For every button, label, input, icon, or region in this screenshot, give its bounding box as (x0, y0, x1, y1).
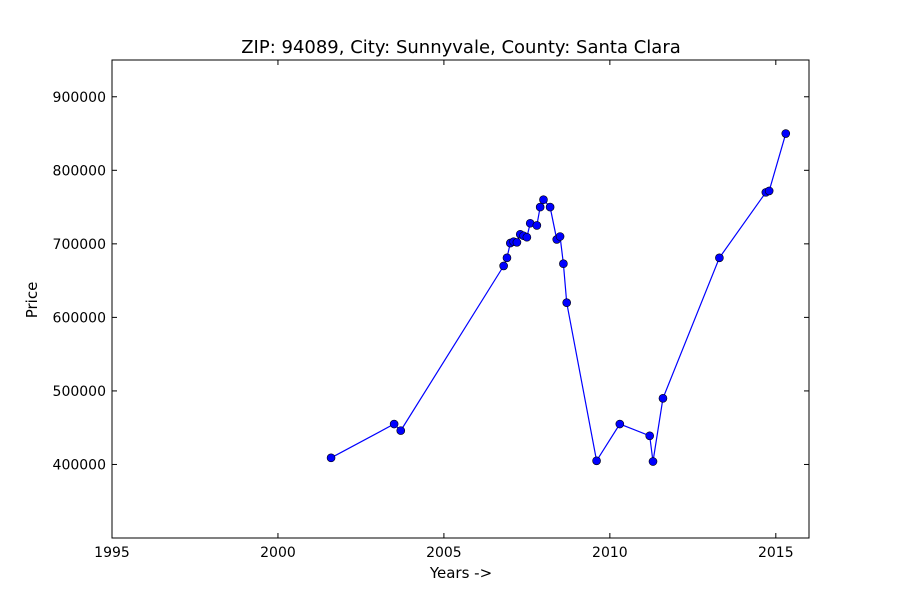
series-line (330, 133, 787, 463)
data-point (545, 202, 555, 212)
x-axis-label: Years -> (429, 564, 492, 582)
y-tick-label: 700000 (53, 237, 106, 253)
data-point (615, 419, 625, 429)
data-point (396, 426, 406, 435)
data-point (522, 232, 532, 242)
data-point (502, 253, 512, 263)
data-point (326, 453, 336, 463)
data-point (648, 457, 658, 466)
y-tick-label: 500000 (53, 384, 106, 400)
data-point (781, 129, 791, 138)
x-tick-label: 1995 (94, 545, 130, 561)
data-point (532, 221, 542, 230)
data-point (645, 431, 654, 441)
data-point (499, 261, 508, 271)
x-tick-label: 2015 (758, 545, 794, 561)
x-tick-label: 2005 (426, 545, 462, 561)
x-tick-label: 2010 (592, 545, 628, 561)
data-point (512, 238, 522, 247)
axes: 1995 2000 2005 2010 2015 400000 500000 600000 70… (53, 59, 810, 561)
data-point (764, 186, 774, 196)
y-tick-label: 400000 (53, 457, 106, 473)
data-point (562, 298, 572, 307)
y-tick-label: 800000 (53, 163, 106, 179)
chart-title: ZIP: 94089, City: Sunnyvale, County: San… (241, 37, 681, 58)
data-point (592, 456, 601, 466)
data-point (555, 232, 565, 241)
x-tick-label: 2000 (260, 545, 296, 561)
data-point (559, 259, 568, 269)
data-point (539, 195, 548, 205)
y-tick-label: 600000 (53, 310, 106, 326)
y-tick-label: 900000 (53, 90, 106, 106)
plot-area (326, 129, 791, 466)
data-point (535, 202, 545, 212)
data-point (715, 253, 724, 263)
data-point (389, 419, 399, 429)
y-axis-label: Price (23, 282, 41, 319)
data-point (658, 393, 668, 403)
plot-frame (111, 59, 810, 539)
